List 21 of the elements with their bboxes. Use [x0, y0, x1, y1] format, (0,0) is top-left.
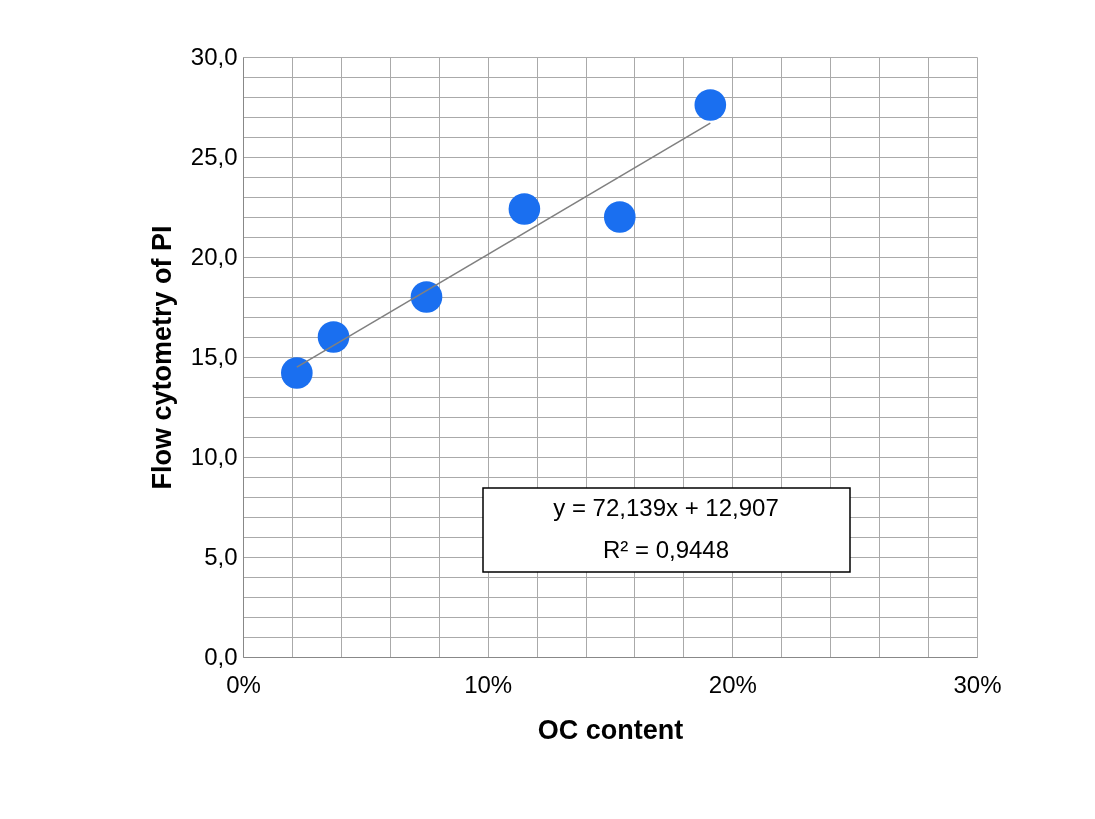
- x-axis-title: OC content: [537, 714, 684, 745]
- point: [281, 357, 313, 389]
- x-tick-label: 20%: [708, 670, 757, 698]
- x-tick-label: 0%: [226, 670, 261, 698]
- y-tick-label: 5,0: [204, 542, 238, 570]
- y-tick-label: 20,0: [190, 242, 238, 270]
- y-tick-label: 0,0: [204, 642, 238, 670]
- point: [410, 281, 443, 313]
- point: [508, 193, 541, 225]
- point: [317, 321, 350, 353]
- x-tick-label: 10%: [464, 670, 513, 698]
- x-tick-label: 30%: [953, 670, 1002, 698]
- y-tick-label: 15,0: [190, 342, 238, 370]
- y-axis-title: Flow cytometry of PI: [146, 225, 177, 490]
- annotation: R² = 0,9448: [602, 536, 730, 563]
- y-tick-label: 10,0: [190, 442, 238, 470]
- y-tick-label: 25,0: [190, 142, 238, 170]
- y-tick-label: 30,0: [190, 42, 238, 70]
- point: [603, 201, 636, 233]
- annotation: y = 72,139x + 12,907: [553, 494, 779, 521]
- point: [694, 89, 727, 121]
